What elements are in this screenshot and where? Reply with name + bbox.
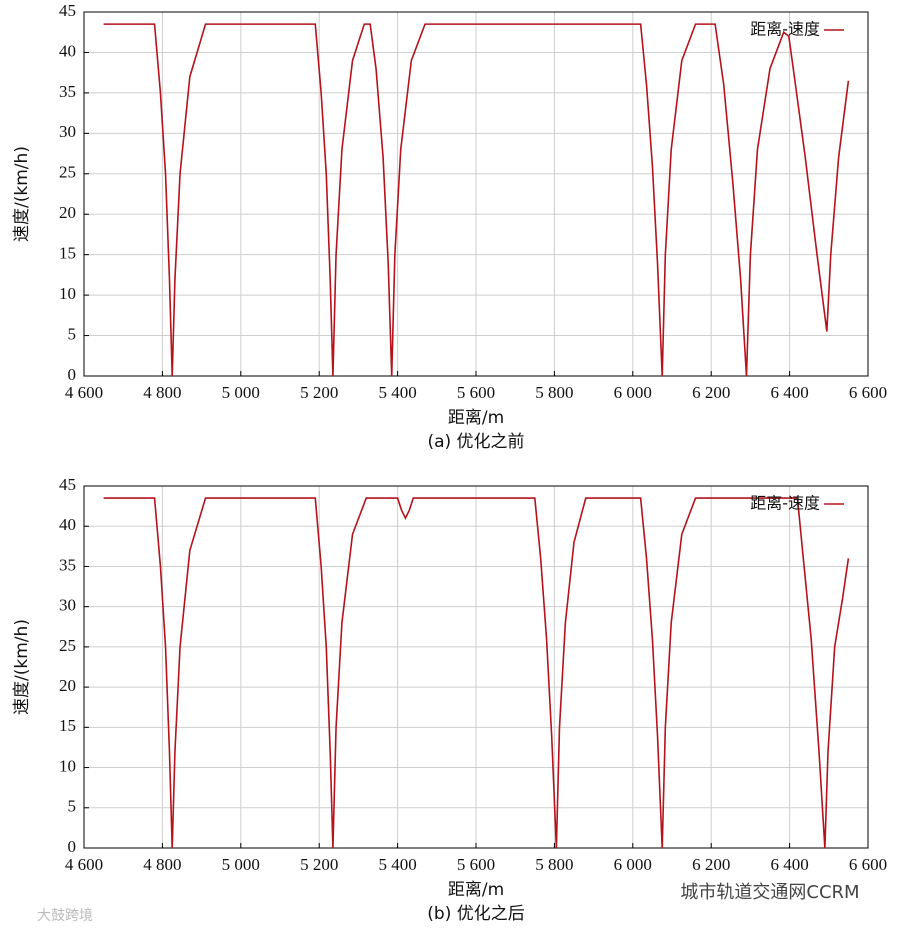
y-tick-label: 20 — [59, 203, 76, 222]
y-tick-label: 15 — [59, 244, 76, 263]
x-tick-label: 5 200 — [300, 383, 338, 402]
y-axis-label: 速度/(km/h) — [12, 619, 32, 715]
y-tick-label: 35 — [59, 82, 76, 101]
y-tick-label: 10 — [59, 756, 76, 775]
data-line — [103, 497, 850, 849]
y-tick-label: 40 — [59, 41, 76, 60]
x-axis-label: 距离/m — [448, 408, 504, 428]
x-tick-label: 6 200 — [692, 383, 730, 402]
y-tick-label: 0 — [68, 837, 77, 856]
y-tick-label: 0 — [68, 365, 77, 384]
plot-frame — [83, 485, 869, 849]
y-tick-label: 10 — [59, 284, 76, 303]
y-tick-label: 25 — [59, 636, 76, 655]
x-tick-label: 6 200 — [692, 855, 730, 874]
y-tick-label: 5 — [68, 797, 77, 816]
x-tick-label: 5 800 — [535, 383, 573, 402]
y-tick-label: 15 — [59, 716, 76, 735]
x-tick-label: 6 000 — [614, 855, 652, 874]
x-tick-label: 6 600 — [849, 383, 887, 402]
x-tick-label: 5 000 — [222, 855, 260, 874]
x-tick-label: 6 400 — [770, 855, 808, 874]
plot-frame — [83, 11, 869, 377]
x-tick-label: 6 600 — [849, 855, 887, 874]
y-tick-label: 30 — [59, 596, 76, 615]
y-tick-label: 35 — [59, 555, 76, 574]
x-tick-label: 6 400 — [770, 383, 808, 402]
x-tick-label: 5 000 — [222, 383, 260, 402]
x-tick-label: 5 400 — [378, 855, 416, 874]
x-tick-label: 5 800 — [535, 855, 573, 874]
y-tick-label: 45 — [59, 475, 76, 494]
x-tick-label: 4 800 — [143, 855, 181, 874]
x-axis-label: 距离/m — [448, 880, 504, 900]
x-tick-label: 4 600 — [65, 855, 103, 874]
y-axis-label: 速度/(km/h) — [12, 146, 32, 242]
legend-label: 距离-速度 — [750, 20, 820, 39]
x-tick-label: 5 600 — [457, 383, 495, 402]
data-line — [103, 23, 850, 377]
x-tick-label: 5 200 — [300, 855, 338, 874]
y-tick-label: 45 — [59, 1, 76, 20]
y-tick-label: 30 — [59, 122, 76, 141]
x-tick-label: 5 400 — [378, 383, 416, 402]
y-tick-label: 5 — [68, 324, 77, 343]
watermark: 城市轨道交通网CCRM — [680, 882, 859, 903]
chart-caption: (b) 优化之后 — [427, 904, 524, 924]
x-tick-label: 4 600 — [65, 383, 103, 402]
x-tick-label: 5 600 — [457, 855, 495, 874]
watermark: 大鼓跨境 — [37, 908, 93, 924]
y-tick-label: 25 — [59, 163, 76, 182]
x-tick-label: 6 000 — [614, 383, 652, 402]
legend-label: 距离-速度 — [750, 494, 820, 513]
x-tick-label: 4 800 — [143, 383, 181, 402]
y-tick-label: 20 — [59, 676, 76, 695]
chart-caption: (a) 优化之前 — [427, 432, 524, 452]
y-tick-label: 40 — [59, 515, 76, 534]
